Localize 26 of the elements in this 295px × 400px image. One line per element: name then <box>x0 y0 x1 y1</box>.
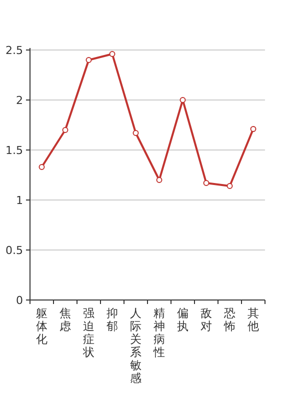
x-tick-label: 焦虑 <box>59 306 72 333</box>
point <box>226 183 233 189</box>
x-tick-label: 抑郁 <box>106 306 118 333</box>
y-tick-label: 0 <box>16 294 23 307</box>
point <box>132 130 139 136</box>
x-tick-label: 精神病性 <box>152 306 166 359</box>
y-tick-label: 2 <box>16 94 23 107</box>
y-tick-label: 0.5 <box>6 244 23 257</box>
y-tick-label: 2.5 <box>6 44 23 57</box>
point <box>203 180 210 186</box>
point <box>250 126 256 132</box>
y-tick-label: 1 <box>16 194 23 207</box>
point <box>156 177 162 183</box>
x-tick-label: 敌对 <box>200 306 212 333</box>
y-tick-label: 1.5 <box>6 144 23 157</box>
point <box>62 127 68 133</box>
point <box>86 57 92 63</box>
point <box>109 51 116 57</box>
x-tick-label: 其他 <box>247 306 260 333</box>
x-tick-label: 偏执 <box>176 306 189 333</box>
x-tick-label: 躯体化 <box>36 306 48 346</box>
x-tick-label: 人际关系敏感 <box>130 306 142 385</box>
x-tick-label: 恐怖 <box>222 306 236 333</box>
point <box>38 164 45 170</box>
point <box>180 97 186 103</box>
x-tick-label: 强迫症状 <box>82 306 95 359</box>
